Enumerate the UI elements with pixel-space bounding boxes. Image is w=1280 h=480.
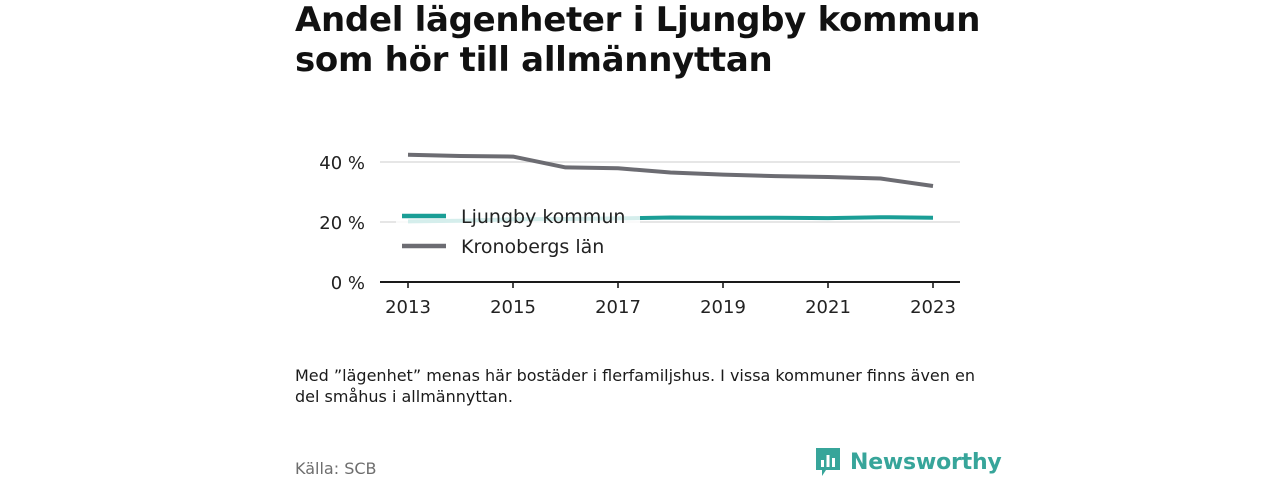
line-chart: 0 % 20 % 40 % 2013 2015 2017 2019 2021 2023 Lju… (319, 152, 960, 318)
x-tick-label: 2013 (385, 297, 431, 318)
y-tick-label: 40 % (319, 153, 365, 174)
x-axis-labels: 2013 2015 2017 2019 2021 2023 (385, 297, 956, 318)
x-tick-label: 2023 (910, 297, 956, 318)
legend-label: Kronobergs län (461, 236, 604, 258)
x-tick-label: 2015 (490, 297, 536, 318)
y-axis-labels: 0 % 20 % 40 % (319, 153, 365, 294)
series-line-kronobergs-lan (407, 152, 934, 188)
x-tick-label: 2021 (805, 297, 851, 318)
chart-title: Andel lägenheter i Ljungby kommun som hö… (295, 0, 981, 80)
chart-note: Med ”lägenhet” menas här bostäder i fler… (295, 366, 975, 406)
newsworthy-logo-icon (816, 448, 840, 476)
legend-label: Ljungby kommun (461, 206, 625, 228)
legend-background (396, 200, 640, 262)
x-tick-label: 2017 (595, 297, 641, 318)
x-tick-label: 2019 (700, 297, 746, 318)
brand-name: Newsworthy (850, 449, 1002, 475)
legend: Ljungby kommun Kronobergs län (396, 200, 640, 262)
y-tick-label: 20 % (319, 213, 365, 234)
source-label: Källa: SCB (295, 459, 377, 478)
brand: Newsworthy (814, 446, 1002, 478)
x-axis (380, 281, 960, 288)
y-tick-label: 0 % (331, 273, 365, 294)
